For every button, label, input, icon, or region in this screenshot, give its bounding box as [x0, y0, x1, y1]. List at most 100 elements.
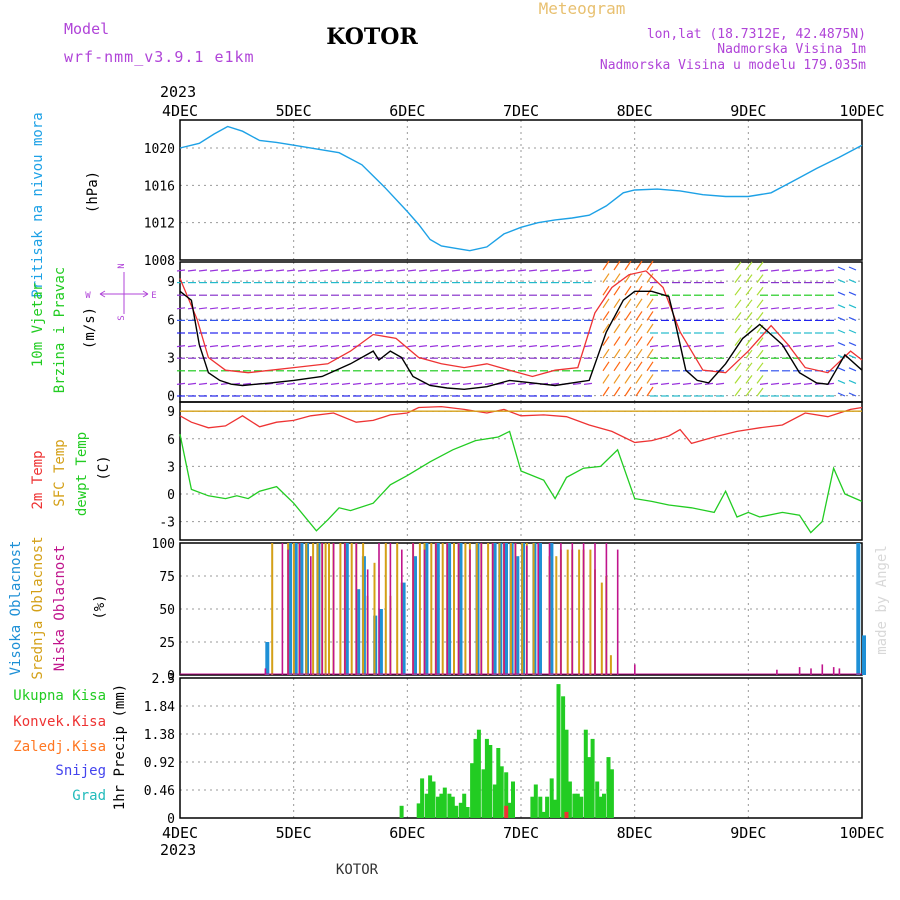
- wind-arrow-mark: [528, 345, 538, 348]
- wind-arrow-mark: [363, 307, 373, 310]
- cloud-low-bar: [832, 667, 835, 675]
- precip-total-bar: [488, 745, 493, 818]
- wind-arrow-mark: [693, 269, 703, 272]
- panel-frame: [179, 119, 863, 261]
- precip-total-bar: [561, 696, 566, 818]
- wind-arrow-mark: [759, 382, 769, 385]
- wind-arrow-mark: [734, 286, 742, 296]
- wind-arrow-mark: [671, 269, 681, 272]
- cloud-high-bar: [293, 543, 298, 675]
- cloud-mid-bar: [328, 543, 330, 675]
- wind-arrow-mark: [264, 269, 274, 272]
- wind-arrow-mark: [745, 274, 753, 283]
- cloud-high-bar: [435, 543, 440, 675]
- precip-legend: Ukupna Kisa Konvek.Kisa Zaledj.Kisa Snij…: [13, 684, 128, 810]
- wind-arrow-mark: [462, 345, 472, 348]
- wind-arrow-mark: [363, 345, 373, 348]
- wind-arrow-mark: [613, 311, 621, 321]
- top-day-label: 9DEC: [730, 102, 766, 120]
- precip-total-bar: [454, 805, 459, 818]
- wind-arrow-mark: [848, 266, 857, 271]
- top-day-label: 10DEC: [839, 102, 884, 120]
- elevation-label: Nadmorska Visina 1m: [717, 42, 866, 57]
- cloud-low-bar: [389, 543, 392, 675]
- wind-arrow-mark: [624, 336, 632, 346]
- cloud-high-bar: [413, 556, 417, 675]
- precip-total-bar: [499, 766, 504, 818]
- wind-arrow-mark: [825, 307, 835, 310]
- wind-arrow-mark: [297, 345, 307, 348]
- wind-arrow-mark: [550, 345, 560, 348]
- cloud-mid-bar: [566, 549, 569, 675]
- wind-arrow-mark: [220, 269, 230, 272]
- wind-arrow-mark: [803, 307, 813, 310]
- cloud-high-bar: [447, 543, 452, 675]
- wind-arrow-mark: [286, 307, 296, 310]
- cloud-mid-bar: [418, 543, 421, 675]
- wind-arrow-mark: [704, 269, 714, 272]
- wind-arrow-mark: [646, 298, 654, 309]
- wind-arrow-mark: [848, 367, 857, 372]
- wind-arrow-mark: [176, 307, 186, 310]
- cloud-low-bar: [605, 543, 608, 675]
- wind-arrow-mark: [473, 382, 483, 385]
- cloud-mid-bar: [384, 543, 387, 675]
- wind-arrow-mark: [176, 269, 186, 272]
- cloud-mid-bar: [532, 543, 535, 675]
- wind-arrow-mark: [253, 269, 263, 272]
- wind-arrow-mark: [209, 382, 219, 385]
- wind-arrow-mark: [220, 345, 230, 348]
- wind-arrow-mark: [473, 345, 483, 348]
- wind-arrow-mark: [429, 269, 439, 272]
- wind-arrow-mark: [837, 392, 846, 397]
- compass-cross-icon: [99, 272, 149, 314]
- wind-arrow-mark: [319, 345, 329, 348]
- wind-arrow-mark: [407, 269, 417, 272]
- wind-arrow-mark: [734, 337, 742, 346]
- wind-arrow-mark: [495, 269, 505, 272]
- wind-arrow-mark: [649, 307, 659, 310]
- wind-arrow-mark: [308, 345, 318, 348]
- wind-arrow-mark: [693, 307, 703, 310]
- wind-arrow-mark: [385, 382, 395, 385]
- wind-arrow-mark: [759, 269, 769, 272]
- top-day-label: 4DEC: [162, 102, 198, 120]
- precip-total-bar: [606, 757, 611, 818]
- cloud-low-bar: [287, 549, 289, 675]
- wind-arrow-mark: [624, 298, 632, 309]
- wind-arrow-mark: [756, 337, 764, 346]
- wind-arrow-mark: [462, 382, 472, 385]
- y-tick-label: -3: [159, 516, 175, 531]
- precip-total-bar: [447, 793, 452, 818]
- wind-arrow-mark: [264, 307, 274, 310]
- wind-arrow-mark: [635, 336, 643, 346]
- wind-arrow-mark: [756, 261, 764, 271]
- cloud-low-bar: [514, 543, 517, 675]
- precip-total-bar: [598, 796, 603, 818]
- wind-arrow-mark: [209, 345, 219, 348]
- wind-arrow-mark: [418, 269, 428, 272]
- cloud-mid-bar: [521, 543, 524, 675]
- cloud-low-bar: [344, 543, 346, 675]
- wind-arrow-mark: [451, 269, 461, 272]
- cloud-low-bar: [435, 543, 437, 675]
- wind-arrow-mark: [330, 382, 340, 385]
- cloud-low-bar: [798, 667, 801, 675]
- y-tick-label: 1016: [144, 179, 175, 194]
- top-day-label: 7DEC: [503, 102, 539, 120]
- wind-arrow-mark: [682, 269, 692, 272]
- wind-arrow-mark: [734, 312, 742, 321]
- legend-total-rain: Ukupna Kisa: [13, 688, 106, 704]
- wind-arrow-mark: [198, 307, 208, 310]
- wind-arrow-mark: [176, 345, 186, 348]
- wind-arrow-mark: [671, 382, 681, 385]
- y-tick-label: 1.84: [144, 700, 175, 715]
- wind-arrow-mark: [396, 269, 406, 272]
- wind-arrow-mark: [715, 269, 725, 272]
- wind-ylabel-line2: Brzina i Pravac: [52, 267, 68, 393]
- wind-arrow-mark: [848, 342, 857, 347]
- wind-arrow-mark: [462, 307, 472, 310]
- wind-arrow-mark: [624, 285, 632, 296]
- cloud-high-bar: [378, 609, 383, 675]
